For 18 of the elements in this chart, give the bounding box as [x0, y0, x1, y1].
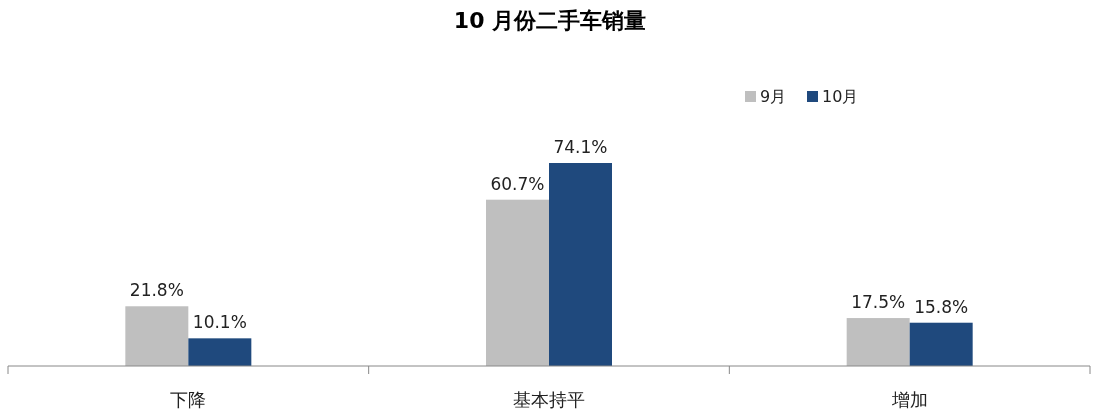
data-label: 21.8%: [129, 280, 184, 301]
data-label: 10.1%: [192, 312, 247, 333]
bar: [549, 163, 612, 366]
data-label: 17.5%: [851, 292, 906, 313]
data-label: 15.8%: [914, 296, 969, 317]
bar: [188, 338, 252, 366]
legend-label: 9月: [760, 87, 787, 106]
chart-title: 10 月份二手车销量: [453, 8, 647, 33]
bar: [909, 322, 973, 366]
data-label: 60.7%: [490, 173, 545, 194]
bar: [846, 318, 910, 366]
bar: [125, 306, 189, 366]
bar: [486, 199, 549, 366]
legend-label: 10月: [822, 87, 859, 106]
x-tick-label: 基本持平: [513, 389, 585, 410]
x-tick-label: 增加: [890, 389, 928, 410]
data-label: 74.1%: [553, 137, 608, 157]
x-tick-label: 下降: [170, 389, 207, 410]
